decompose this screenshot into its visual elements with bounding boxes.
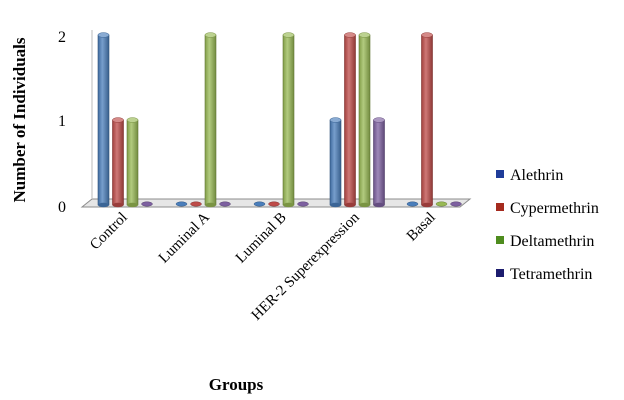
y-tick-label: 1 (58, 113, 66, 130)
y-tick-label: 2 (58, 29, 66, 46)
x-axis-title: Groups (209, 375, 264, 394)
bar-tetramethrin-1 (219, 201, 231, 207)
x-tick-label: Basal (404, 210, 439, 245)
x-tick-label: Luminal B (233, 210, 290, 267)
bar-cypermethrin-2 (268, 201, 280, 207)
bar-tetramethrin-2 (297, 201, 309, 207)
bar-deltamethrin-3 (358, 32, 371, 208)
x-tick-label: Luminal A (156, 209, 213, 266)
legend-swatch (496, 203, 504, 211)
bar-cypermethrin-3 (344, 32, 356, 208)
bar-cypermethrin-1 (190, 201, 202, 207)
legend-label: Alethrin (510, 167, 563, 184)
bar-tetramethrin-4 (450, 201, 462, 207)
bar-tetramethrin-0 (141, 201, 153, 207)
bar-cypermethrin-0 (112, 117, 124, 208)
bar-cypermethrin-4 (421, 32, 433, 208)
legend-swatch (496, 236, 504, 244)
legend: Alethrin Cypermethrin Deltamethrin Tetra… (496, 167, 599, 283)
bar-deltamethrin-0 (126, 117, 139, 208)
bar-alethrin-1 (175, 201, 188, 207)
bar-deltamethrin-2 (282, 32, 295, 208)
bar-alethrin-3 (329, 117, 342, 208)
bar-alethrin-4 (406, 201, 419, 207)
bar-tetramethrin-3 (373, 117, 385, 208)
legend-swatch (496, 170, 504, 178)
legend-label: Cypermethrin (510, 200, 599, 217)
bar-alethrin-2 (253, 201, 266, 207)
y-axis-title: Number of Individuals (10, 37, 29, 202)
bar-deltamethrin-1 (204, 32, 217, 208)
legend-label: Tetramethrin (510, 266, 592, 283)
legend-label: Deltamethrin (510, 233, 594, 250)
bar-alethrin-0 (97, 32, 110, 208)
x-tick-label: Control (87, 210, 131, 254)
y-tick-label: 0 (58, 199, 66, 216)
bar-deltamethrin-4 (435, 201, 448, 207)
legend-swatch (496, 269, 504, 277)
